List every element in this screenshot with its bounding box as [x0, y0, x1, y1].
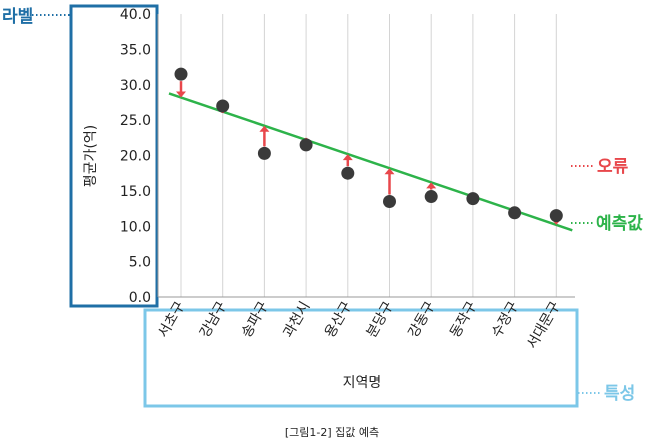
data-point [341, 166, 355, 180]
x-tick-label: 송파구 [239, 299, 272, 341]
x-tick-label: 서대문구 [524, 299, 564, 352]
x-tick-labels: 서초구 강남구 송파구 과천시 용산구 분당구 강동구 동작구 수정구 서대문구 [155, 299, 564, 352]
error-arrow-head [259, 125, 270, 132]
x-axis-title: 지역명 [343, 375, 382, 391]
figure-caption: [그림1-2] 집값 예측 [285, 426, 379, 439]
error-callout: 오류 [597, 157, 629, 177]
y-tick-labels: 0.0 5.0 10.0 15.0 20.0 25.0 30.0 35.0 40.0 [120, 7, 151, 306]
feature-highlight-box [143, 308, 579, 408]
error-arrows [176, 81, 562, 225]
x-tick-label: 강동구 [405, 299, 438, 341]
y-tick-label: 0.0 [129, 290, 151, 306]
error-arrow-head [384, 168, 395, 175]
error-arrow-head [176, 91, 186, 98]
y-axis-title: 평균가(억) [83, 125, 99, 187]
data-point [424, 190, 438, 204]
x-tick-label: 강남구 [197, 299, 230, 341]
y-tick-label: 15.0 [120, 184, 151, 200]
prediction-line [168, 92, 573, 232]
y-tick-label: 25.0 [120, 113, 151, 129]
y-tick-label: 40.0 [120, 7, 151, 23]
label-callout: 라벨 [2, 7, 33, 27]
label-highlight-box [69, 4, 159, 308]
x-tick-label: 동작구 [447, 299, 480, 341]
x-tick-label: 서초구 [155, 299, 188, 341]
x-tick-label: 수정구 [489, 299, 522, 341]
error-arrow-head [342, 154, 353, 161]
prediction-callout: 예측값 [596, 214, 643, 234]
data-point [299, 138, 313, 152]
x-tick-label: 과천시 [280, 299, 313, 340]
data-point [383, 194, 396, 208]
data-points [174, 67, 563, 223]
y-tick-label: 20.0 [120, 149, 151, 165]
x-tick-label: 분당구 [364, 299, 397, 341]
y-tick-label: 30.0 [120, 78, 151, 94]
error-arrow-head [426, 182, 437, 189]
data-point [216, 99, 230, 113]
data-point [257, 146, 271, 160]
y-tick-label: 35.0 [120, 42, 151, 58]
x-tick-label: 용산구 [322, 299, 355, 341]
grid-lines [180, 14, 557, 297]
data-point [174, 67, 188, 81]
y-tick-label: 10.0 [120, 219, 151, 235]
data-point [466, 192, 480, 206]
y-tick-label: 5.0 [129, 255, 151, 271]
data-point [549, 209, 563, 223]
data-point [508, 206, 522, 220]
feature-callout: 특성 [604, 384, 635, 404]
